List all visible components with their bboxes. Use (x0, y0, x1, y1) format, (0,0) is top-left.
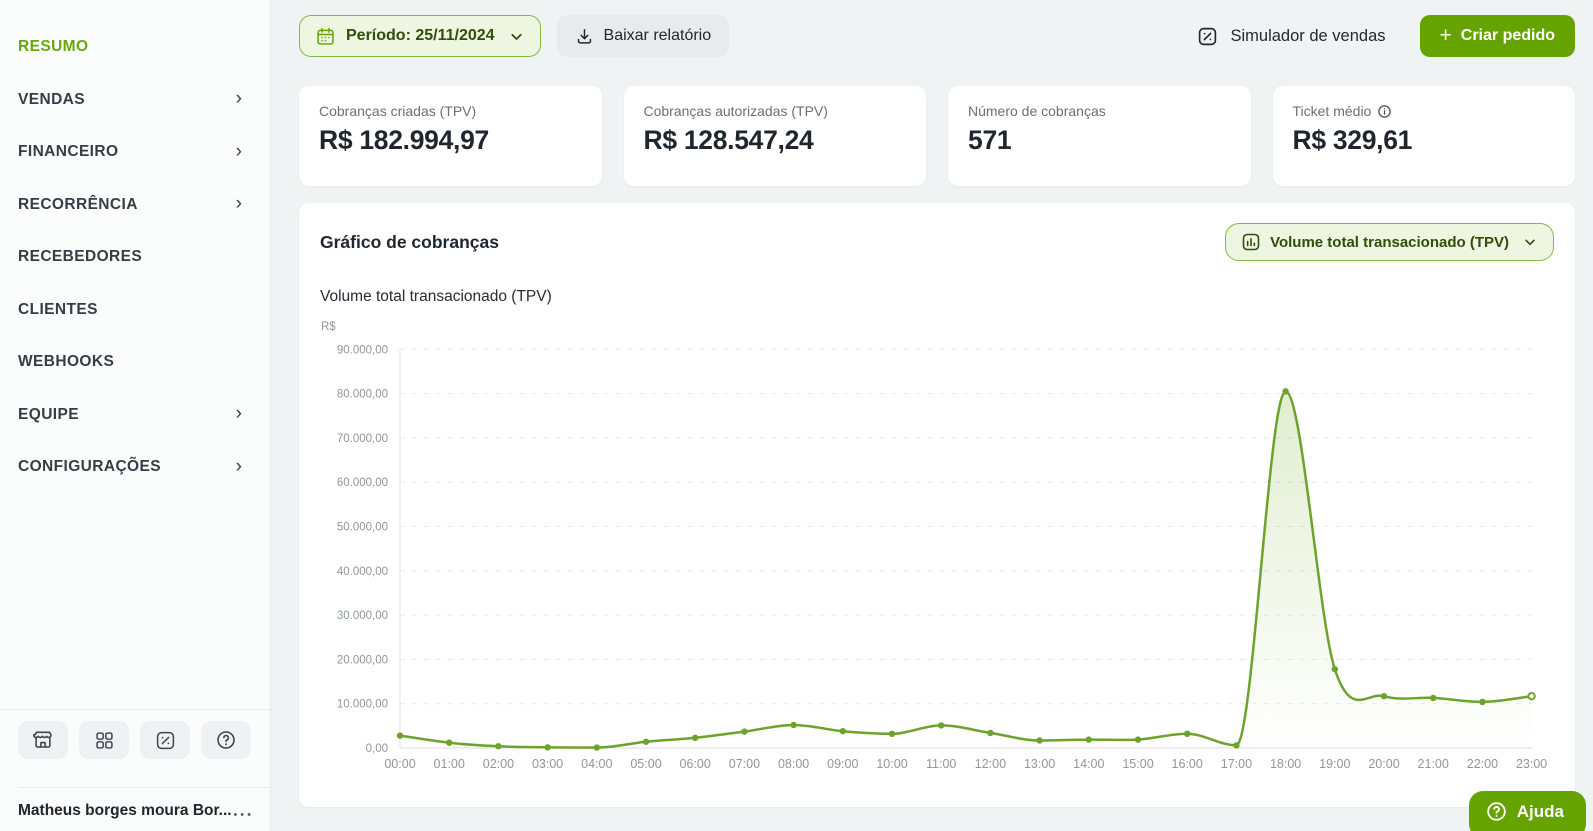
svg-text:15:00: 15:00 (1122, 757, 1153, 771)
chevron-right-icon: › (235, 193, 242, 215)
svg-text:14:00: 14:00 (1073, 757, 1104, 771)
bar-chart-icon (1242, 233, 1260, 251)
apps-grid-icon (95, 731, 113, 749)
sidebar-item-configuracoes[interactable]: CONFIGURAÇÕES › (18, 455, 242, 477)
svg-text:60.000,00: 60.000,00 (337, 477, 388, 489)
svg-text:17:00: 17:00 (1221, 757, 1252, 771)
help-circle-icon (217, 731, 235, 749)
info-icon[interactable] (1377, 104, 1392, 119)
storefront-button[interactable] (18, 721, 68, 759)
svg-text:19:00: 19:00 (1319, 757, 1350, 771)
svg-text:11:00: 11:00 (926, 757, 956, 771)
stat-card-ticket-medio: Ticket médio R$ 329,61 (1272, 86, 1575, 186)
tpv-line-chart: 0,00 10.000,00 20.000,00 30.000,00 40.000,00… (321, 321, 1547, 771)
storefront-icon (33, 731, 52, 748)
sidebar-item-recebedores[interactable]: RECEBEDORES › (18, 248, 143, 266)
stat-value: R$ 128.547,24 (643, 125, 814, 155)
svg-text:07:00: 07:00 (729, 757, 760, 771)
chart-subtitle: Volume total transacionado (TPV) (320, 288, 552, 305)
chart-metric-selector[interactable]: Volume total transacionado (TPV) (1225, 223, 1554, 261)
chevron-down-icon (510, 33, 522, 40)
help-circle-icon (1487, 802, 1506, 821)
svg-text:04:00: 04:00 (581, 757, 612, 771)
sidebar-item-equipe[interactable]: EQUIPE › (18, 403, 242, 425)
sidebar-item-financeiro[interactable]: FINANCEIRO › (18, 140, 242, 162)
apps-grid-button[interactable] (79, 721, 129, 759)
svg-text:R$: R$ (321, 321, 336, 333)
svg-text:12:00: 12:00 (975, 757, 1006, 771)
stat-card-cobrancas-criadas: Cobranças criadas (TPV) R$ 182.994,97 (299, 86, 602, 186)
svg-text:08:00: 08:00 (778, 757, 809, 771)
plus-icon: + (1439, 23, 1452, 47)
sales-simulator-link[interactable]: Simulador de vendas (1197, 26, 1386, 47)
calendar-icon (317, 27, 334, 45)
svg-text:50.000,00: 50.000,00 (337, 522, 388, 534)
chevron-right-icon: › (235, 88, 242, 110)
sidebar: RESUMO › VENDAS › FINANCEIRO › RECORRÊNC… (0, 0, 271, 831)
svg-text:90.000,00: 90.000,00 (337, 344, 388, 356)
sidebar-footer: Matheus borges moura Bor... ••• (0, 709, 270, 831)
chevron-down-icon (1525, 239, 1535, 246)
svg-text:0,00: 0,00 (366, 743, 388, 755)
svg-text:21:00: 21:00 (1418, 757, 1449, 771)
user-menu-button[interactable]: ••• (233, 809, 254, 821)
user-name: Matheus borges moura Bor... (18, 802, 232, 819)
sidebar-item-recorrencia[interactable]: RECORRÊNCIA › (18, 193, 242, 215)
chevron-right-icon: › (235, 140, 242, 162)
svg-text:18:00: 18:00 (1270, 757, 1301, 771)
stat-value: R$ 329,61 (1292, 125, 1413, 155)
svg-text:23:00: 23:00 (1516, 757, 1547, 771)
divider (18, 787, 270, 788)
sales-simulator-icon (1199, 27, 1217, 45)
svg-text:00:00: 00:00 (384, 757, 415, 771)
sidebar-item-vendas[interactable]: VENDAS › (18, 88, 242, 110)
chevron-right-icon: › (235, 403, 242, 425)
sidebar-nav: RESUMO › VENDAS › FINANCEIRO › RECORRÊNC… (0, 0, 270, 494)
svg-text:13:00: 13:00 (1024, 757, 1055, 771)
help-button-sidebar[interactable] (201, 721, 251, 759)
svg-text:20:00: 20:00 (1368, 757, 1399, 771)
chevron-right-icon: › (235, 455, 242, 477)
sales-simulator-icon (156, 731, 174, 749)
svg-text:22:00: 22:00 (1467, 757, 1498, 771)
svg-text:01:00: 01:00 (434, 757, 465, 771)
topbar: Período: 25/11/2024 Baixar relatório (299, 15, 1575, 57)
svg-text:06:00: 06:00 (680, 757, 711, 771)
svg-text:20.000,00: 20.000,00 (337, 654, 388, 666)
sidebar-item-clientes[interactable]: CLIENTES › (18, 300, 98, 318)
svg-text:40.000,00: 40.000,00 (337, 566, 388, 578)
create-order-button[interactable]: + Criar pedido (1419, 15, 1575, 57)
stats-row: Cobranças criadas (TPV) R$ 182.994,97 Co… (299, 86, 1575, 186)
svg-text:02:00: 02:00 (483, 757, 514, 771)
sidebar-item-webhooks[interactable]: WEBHOOKS › (18, 353, 115, 371)
svg-text:03:00: 03:00 (532, 757, 563, 771)
svg-text:10.000,00: 10.000,00 (337, 699, 388, 711)
help-button[interactable]: Ajuda (1468, 791, 1586, 831)
period-label: Período: 25/11/2024 (346, 27, 495, 44)
sales-simulator-button[interactable] (140, 721, 190, 759)
chart-card: Gráfico de cobranças Volume total transa… (299, 203, 1575, 807)
svg-text:05:00: 05:00 (630, 757, 661, 771)
svg-text:80.000,00: 80.000,00 (337, 389, 388, 401)
stat-card-numero-cobrancas: Número de cobranças 571 (948, 86, 1251, 186)
stat-value: R$ 182.994,97 (319, 125, 489, 155)
stat-card-cobrancas-autorizadas: Cobranças autorizadas (TPV) R$ 128.547,2… (623, 86, 926, 186)
svg-text:70.000,00: 70.000,00 (337, 433, 388, 445)
period-selector[interactable]: Período: 25/11/2024 (299, 15, 541, 57)
svg-text:09:00: 09:00 (827, 757, 858, 771)
sidebar-item-resumo[interactable]: RESUMO › (18, 38, 89, 56)
chart-title: Gráfico de cobranças (320, 231, 499, 252)
download-report-button[interactable]: Baixar relatório (556, 15, 730, 57)
svg-text:30.000,00: 30.000,00 (337, 610, 388, 622)
download-icon (577, 28, 591, 44)
svg-text:10:00: 10:00 (876, 757, 907, 771)
stat-value: 571 (968, 125, 1012, 155)
main-content: Período: 25/11/2024 Baixar relatório (271, 0, 1593, 831)
svg-text:16:00: 16:00 (1172, 757, 1203, 771)
